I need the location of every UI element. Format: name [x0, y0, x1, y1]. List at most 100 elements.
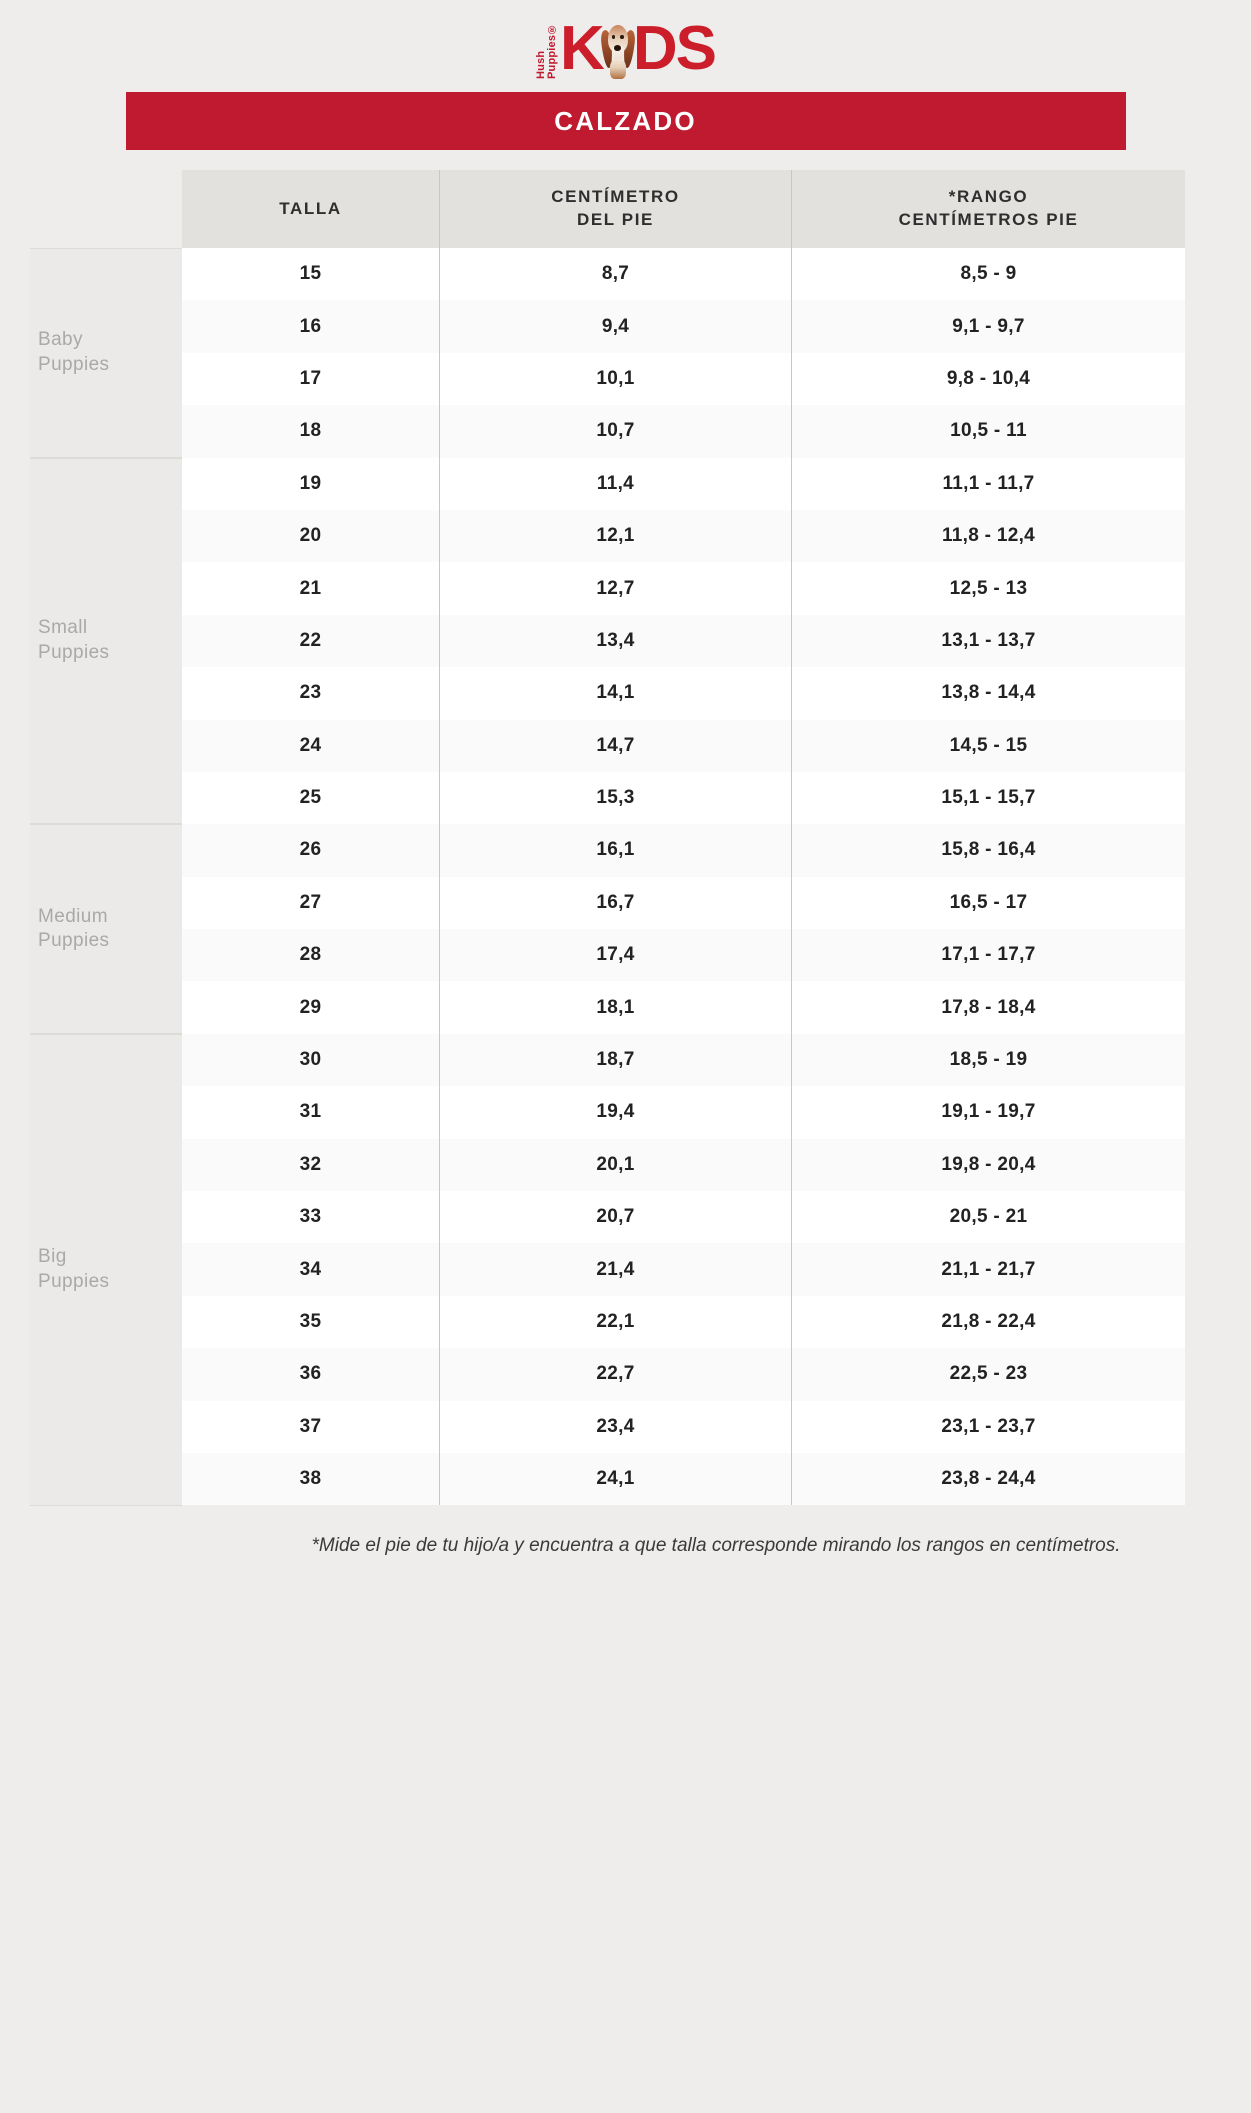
category-label: Small Puppies: [38, 617, 110, 663]
cell-size: 26: [299, 839, 322, 861]
cell-range-cm: 15,1 - 15,7: [791, 771, 1185, 825]
brand-logo: Hush Puppies® K DS: [0, 0, 1251, 92]
cell-foot-cm: 10,7: [439, 405, 791, 458]
table-row: 33 20,7 20,5 - 21: [182, 1191, 1185, 1244]
basset-hound-icon: [599, 19, 636, 79]
cell-foot-cm: 22,1: [439, 1295, 791, 1349]
cell-size: 27: [299, 891, 322, 913]
cell-range-cm: 10,5 - 11: [791, 405, 1185, 458]
cell-size: 32: [299, 1153, 322, 1175]
cell-foot-cm: 8,7: [439, 248, 791, 301]
cell-range-cm: 9,8 - 10,4: [791, 352, 1185, 406]
cell-size: 18: [299, 420, 322, 442]
column-header-rango-centimetros-pie: *RANGO CENTÍMETROS PIE: [791, 170, 1185, 248]
cell-foot-cm: 18,7: [439, 1033, 791, 1087]
cell-range-cm: 20,5 - 21: [791, 1191, 1185, 1244]
column-header-talla: TALLA: [279, 198, 342, 218]
cell-size: 23: [299, 682, 322, 704]
cell-size: 37: [299, 1415, 322, 1437]
cell-size: 25: [299, 787, 322, 809]
category-label: Baby Puppies: [38, 329, 110, 375]
cell-range-cm: 23,1 - 23,7: [791, 1400, 1185, 1453]
table-row: 17 10,1 9,8 - 10,4: [182, 352, 1185, 406]
category-banner: CALZADO: [125, 92, 1126, 150]
logo-lockup: Hush Puppies® K DS: [535, 13, 717, 80]
cell-foot-cm: 17,4: [439, 929, 791, 982]
cell-size: 19: [299, 472, 322, 494]
category-column: Baby Puppies Small Puppies Medium Puppies B…: [30, 170, 182, 1506]
cell-range-cm: 18,5 - 19: [791, 1033, 1185, 1087]
table-row: 23 14,1 13,8 - 14,4: [182, 667, 1185, 720]
cell-range-cm: 17,1 - 17,7: [791, 929, 1185, 982]
measurement-instruction-note: *Mide el pie de tu hijo/a y encuentra a …: [311, 1534, 1121, 1556]
table-row: 27 16,7 16,5 - 17: [182, 876, 1185, 930]
cell-range-cm: 16,5 - 17: [791, 876, 1185, 930]
cell-range-cm: 15,8 - 16,4: [791, 824, 1185, 877]
cell-size: 22: [299, 629, 322, 651]
cell-range-cm: 9,1 - 9,7: [791, 300, 1185, 353]
banner-title: CALZADO: [554, 105, 697, 136]
cell-foot-cm: 21,4: [439, 1243, 791, 1296]
cell-foot-cm: 12,7: [439, 562, 791, 615]
table-row: 35 22,1 21,8 - 22,4: [182, 1295, 1185, 1349]
table-row: 36 22,7 22,5 - 23: [182, 1348, 1185, 1401]
table-body: 15 8,7 8,5 - 9 16 9,4 9,1 - 9,7 17 10,1 9,8 - 10…: [182, 248, 1185, 1506]
table-row: 18 10,7 10,5 - 11: [182, 405, 1185, 458]
cell-foot-cm: 12,1: [439, 509, 791, 563]
table-row: 38 24,1 23,8 - 24,4: [182, 1452, 1185, 1506]
cell-range-cm: 13,1 - 13,7: [791, 614, 1185, 668]
cell-range-cm: 19,1 - 19,7: [791, 1086, 1185, 1139]
category-group-medium: Medium Puppies: [30, 824, 182, 1034]
table-row: 34 21,4 21,1 - 21,7: [182, 1243, 1185, 1296]
table-row: 31 19,4 19,1 - 19,7: [182, 1086, 1185, 1139]
kids-letters-ds: DS: [632, 14, 717, 84]
cell-foot-cm: 16,1: [439, 824, 791, 877]
cell-range-cm: 12,5 - 13: [791, 562, 1185, 615]
cell-foot-cm: 23,4: [439, 1400, 791, 1453]
category-group-baby: Baby Puppies: [30, 248, 182, 458]
cell-foot-cm: 19,4: [439, 1086, 791, 1139]
cell-foot-cm: 18,1: [439, 981, 791, 1034]
table-row: 20 12,1 11,8 - 12,4: [182, 509, 1185, 563]
cell-foot-cm: 20,7: [439, 1191, 791, 1244]
column-header-centimetro-del-pie: CENTÍMETRO DEL PIE: [439, 170, 791, 248]
cell-size: 38: [299, 1468, 322, 1490]
cell-size: 34: [299, 1258, 322, 1280]
cell-foot-cm: 16,7: [439, 876, 791, 930]
cell-size: 31: [299, 1101, 322, 1123]
cell-range-cm: 11,1 - 11,7: [791, 457, 1185, 510]
cell-range-cm: 21,1 - 21,7: [791, 1243, 1185, 1296]
category-label: Big Puppies: [38, 1246, 110, 1292]
cell-foot-cm: 14,7: [439, 719, 791, 772]
category-group-big: Big Puppies: [30, 1033, 182, 1506]
category-group-small: Small Puppies: [30, 457, 182, 825]
table-row: 28 17,4 17,1 - 17,7: [182, 929, 1185, 982]
table-row: 26 16,1 15,8 - 16,4: [182, 824, 1185, 877]
cell-foot-cm: 11,4: [439, 457, 791, 510]
table-row: 29 18,1 17,8 - 18,4: [182, 981, 1185, 1034]
cell-size: 24: [299, 734, 322, 756]
table-row: 30 18,7 18,5 - 19: [182, 1033, 1185, 1087]
table-header-row: TALLA CENTÍMETRO DEL PIE *RANGO CENTÍMET…: [182, 170, 1185, 248]
table-row: 21 12,7 12,5 - 13: [182, 562, 1185, 615]
cell-foot-cm: 22,7: [439, 1348, 791, 1401]
cell-range-cm: 14,5 - 15: [791, 719, 1185, 772]
cell-range-cm: 8,5 - 9: [791, 248, 1185, 301]
kids-letter-k: K: [560, 14, 605, 84]
cell-size: 20: [299, 525, 322, 547]
cell-size: 15: [299, 263, 322, 285]
hush-puppies-wordmark: Hush Puppies®: [535, 22, 559, 79]
table-row: 16 9,4 9,1 - 9,7: [182, 300, 1185, 353]
table-row: 32 20,1 19,8 - 20,4: [182, 1138, 1185, 1192]
cell-foot-cm: 15,3: [439, 771, 791, 825]
size-chart: Baby Puppies Small Puppies Medium Puppies B…: [0, 150, 1251, 1506]
table-row: 25 15,3 15,1 - 15,7: [182, 771, 1185, 825]
cell-range-cm: 13,8 - 14,4: [791, 667, 1185, 720]
cell-range-cm: 22,5 - 23: [791, 1348, 1185, 1401]
cell-foot-cm: 20,1: [439, 1138, 791, 1192]
cell-size: 30: [299, 1049, 322, 1071]
kids-wordmark: K DS: [560, 18, 717, 80]
cell-foot-cm: 24,1: [439, 1452, 791, 1506]
cell-range-cm: 21,8 - 22,4: [791, 1295, 1185, 1349]
cell-size: 17: [299, 367, 322, 389]
